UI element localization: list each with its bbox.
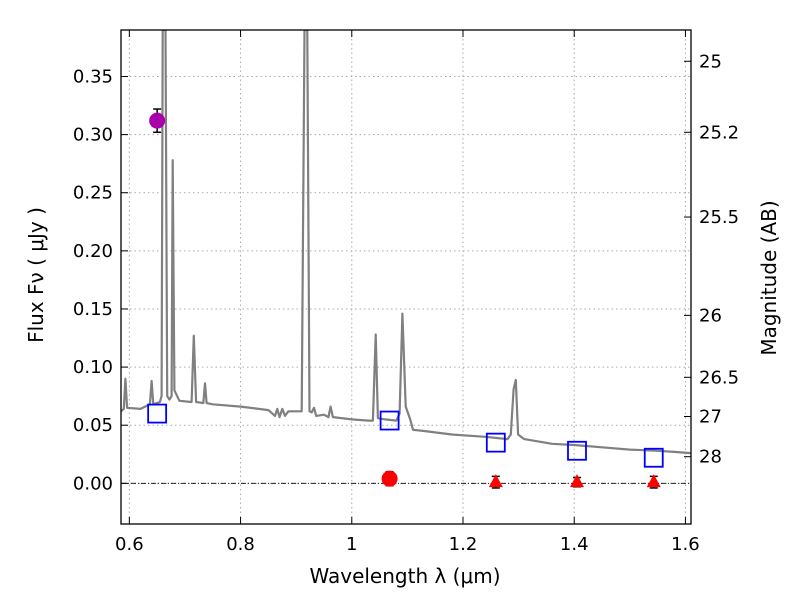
right-tick-label: 28: [699, 447, 722, 468]
nir-upper-limit-point: [646, 474, 661, 488]
y-tick-label: 0.20: [73, 241, 113, 262]
x-tick-label: 1.6: [671, 534, 700, 555]
plot-content: [121, 30, 691, 489]
axis-ticks: 0.6 0.8 1 1.2 1.4 1.6 0.00 0.05 0.10 0.15 0.20 0.25…: [73, 30, 739, 555]
model-photometry-point: [485, 432, 506, 453]
y-axis-label: Flux Fν ( μJy ): [24, 207, 48, 343]
x-tick-label: 1.2: [449, 534, 478, 555]
right-tick-label: 27: [699, 406, 722, 427]
model-photometry-point: [147, 403, 168, 424]
x-axis-label: Wavelength λ (μm): [309, 564, 500, 588]
right-tick-label: 25.5: [699, 207, 739, 228]
y-tick-label: 0.35: [73, 66, 113, 87]
optical-detection-point: [149, 112, 166, 129]
right-tick-label: 25: [699, 51, 722, 72]
y-tick-label: 0.00: [73, 473, 113, 494]
y-tick-label: 0.05: [73, 415, 113, 436]
model-photometry-point: [379, 410, 400, 431]
y-tick-label: 0.25: [73, 183, 113, 204]
right-tick-label: 25.2: [699, 122, 739, 143]
plot-frame: [120, 29, 692, 525]
model-photometry-point: [567, 440, 587, 461]
right-axis-label: Magnitude (AB): [757, 200, 781, 355]
nir-detection-point: [381, 470, 398, 487]
right-tick-label: 26.5: [699, 367, 739, 388]
model-photometry-point: [643, 447, 664, 468]
right-tick-label: 26: [699, 305, 722, 326]
y-tick-label: 0.30: [73, 125, 113, 146]
x-tick-label: 1: [346, 534, 357, 555]
spectrum-line: [121, 30, 691, 455]
y-tick-label: 0.15: [73, 299, 113, 320]
x-tick-label: 1.4: [560, 534, 589, 555]
grid: [121, 30, 691, 524]
x-tick-label: 0.6: [115, 534, 144, 555]
nir-upper-limit-point: [570, 474, 584, 488]
nir-upper-limit-point: [488, 474, 503, 488]
x-tick-label: 0.8: [226, 534, 255, 555]
y-tick-label: 0.10: [73, 357, 113, 378]
